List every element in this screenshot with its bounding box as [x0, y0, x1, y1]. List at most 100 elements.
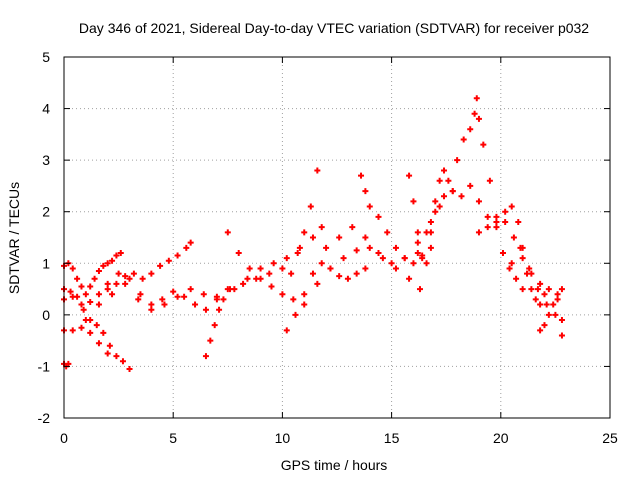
data-point — [384, 229, 391, 236]
data-point — [436, 203, 443, 210]
data-point — [318, 260, 325, 267]
chart-title: Day 346 of 2021, Sidereal Day-to-day VTE… — [79, 20, 589, 36]
series-sat-g — [104, 270, 220, 313]
data-point — [406, 172, 413, 179]
series-sat-t — [508, 244, 565, 339]
data-point — [314, 280, 321, 287]
data-point — [517, 244, 524, 251]
data-point — [349, 224, 356, 231]
data-point — [113, 353, 120, 360]
data-point — [95, 268, 102, 275]
data-point — [126, 275, 133, 282]
data-point — [558, 286, 565, 293]
data-point — [231, 286, 238, 293]
data-point — [301, 229, 308, 236]
data-point — [283, 327, 290, 334]
data-point — [493, 219, 500, 226]
x-tick-label: 20 — [493, 430, 509, 446]
series-sat-j — [231, 224, 325, 293]
data-point — [157, 262, 164, 269]
data-point — [410, 260, 417, 267]
data-point — [493, 224, 500, 231]
series-sat-u — [537, 286, 565, 334]
data-point — [137, 291, 144, 298]
y-tick-label: 4 — [42, 101, 50, 117]
data-point — [406, 275, 413, 282]
data-point — [493, 213, 500, 220]
x-tick-label: 10 — [275, 430, 291, 446]
data-point — [207, 337, 214, 344]
data-point — [344, 275, 351, 282]
data-point — [401, 255, 408, 262]
data-point — [78, 283, 85, 290]
data-point — [266, 270, 273, 277]
data-point — [416, 286, 423, 293]
series-sat-d — [61, 360, 72, 370]
data-point — [515, 219, 522, 226]
data-point — [467, 182, 474, 189]
data-point — [135, 296, 142, 303]
data-point — [519, 255, 526, 262]
data-point — [392, 265, 399, 272]
data-point — [545, 286, 552, 293]
data-point — [475, 115, 482, 122]
data-point — [224, 229, 231, 236]
y-tick-label: 5 — [42, 49, 50, 65]
data-point — [392, 244, 399, 251]
data-point — [270, 260, 277, 267]
data-point — [486, 177, 493, 184]
data-point — [100, 329, 107, 336]
series-sat-r — [454, 95, 526, 293]
data-point — [513, 275, 520, 282]
series-sat-h — [202, 286, 231, 360]
data-point — [115, 270, 122, 277]
data-point — [543, 301, 550, 308]
data-point — [82, 291, 89, 298]
data-point — [475, 229, 482, 236]
data-point — [336, 273, 343, 280]
data-point — [104, 286, 111, 293]
data-point — [309, 234, 316, 241]
data-point — [170, 288, 177, 295]
data-point — [545, 311, 552, 318]
data-point — [148, 270, 155, 277]
data-point — [519, 286, 526, 293]
series-sat-o — [323, 203, 443, 267]
data-point — [467, 126, 474, 133]
data-point — [130, 270, 137, 277]
series-sat-m — [301, 244, 423, 308]
data-point — [187, 286, 194, 293]
y-tick-label: 3 — [42, 152, 50, 168]
data-point — [161, 301, 168, 308]
data-point — [279, 291, 286, 298]
data-point — [91, 275, 98, 282]
data-point — [473, 95, 480, 102]
data-point — [268, 283, 275, 290]
data-point — [87, 283, 94, 290]
data-point — [296, 244, 303, 251]
data-point — [119, 358, 126, 365]
data-point — [532, 296, 539, 303]
data-point — [159, 296, 166, 303]
data-point — [484, 213, 491, 220]
data-point — [336, 234, 343, 241]
data-point — [104, 280, 111, 287]
data-point — [283, 255, 290, 262]
data-point — [117, 249, 124, 256]
data-point — [423, 260, 430, 267]
data-point — [499, 249, 506, 256]
data-point — [87, 298, 94, 305]
data-point — [95, 291, 102, 298]
data-point — [187, 239, 194, 246]
x-tick-label: 0 — [60, 430, 68, 446]
data-point — [358, 172, 365, 179]
data-point — [458, 193, 465, 200]
data-point — [502, 208, 509, 215]
data-point — [353, 270, 360, 277]
data-point — [506, 265, 513, 272]
data-point — [78, 301, 85, 308]
data-point — [449, 188, 456, 195]
data-point — [423, 229, 430, 236]
data-point — [414, 229, 421, 236]
grid-lines — [64, 57, 610, 418]
